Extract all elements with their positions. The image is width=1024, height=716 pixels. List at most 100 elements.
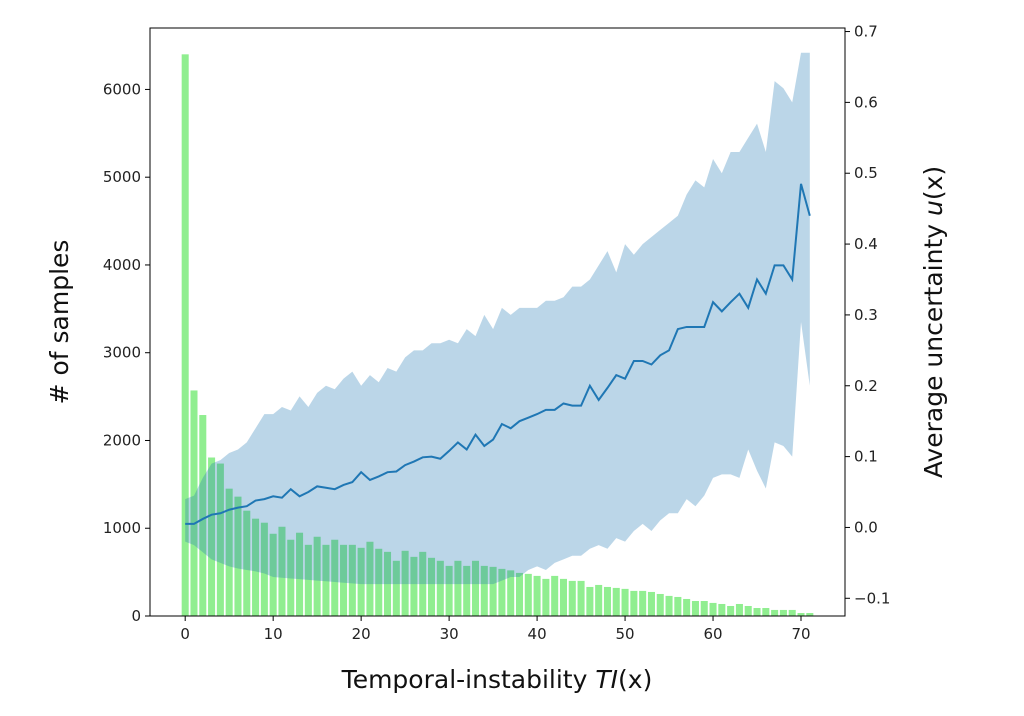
bar (806, 613, 814, 616)
y-ticks: 0 1000 2000 3000 4000 5000 6000 (103, 80, 150, 625)
bar (392, 560, 400, 616)
bar (595, 584, 603, 616)
bar (683, 598, 691, 616)
y2-tick-label: 0.2 (854, 377, 878, 395)
bar (771, 609, 779, 616)
bar (375, 548, 383, 616)
x-tick-label: 20 (352, 625, 371, 643)
bar (665, 595, 673, 616)
y2-axis-label: Average uncertainty u(x) (919, 166, 948, 478)
bar (278, 526, 286, 616)
y2-tick-label: −0.1 (854, 589, 890, 607)
bar (700, 600, 708, 616)
bar (419, 551, 427, 616)
y-axis-label: # of samples (45, 240, 74, 405)
y-tick-label: 2000 (103, 431, 141, 449)
uncertainty-band (185, 52, 810, 585)
y-tick-label: 5000 (103, 168, 141, 186)
bar (577, 580, 585, 616)
bar (674, 596, 682, 616)
bar (515, 572, 524, 616)
bar (348, 544, 356, 616)
bar (691, 600, 699, 616)
bar (190, 390, 198, 616)
y2-tick-label: 0.6 (854, 93, 878, 111)
bar (498, 568, 506, 616)
bar (586, 586, 594, 616)
bar (779, 609, 787, 616)
bar (208, 457, 216, 616)
bar (287, 539, 295, 616)
x-tick-label: 0 (180, 625, 190, 643)
x-axis-label: Temporal-instability TI(x) (341, 665, 653, 694)
bar (234, 496, 242, 616)
bar (304, 544, 312, 616)
y2-tick-label: 0.4 (854, 235, 878, 253)
bar (489, 566, 497, 616)
bar (480, 565, 488, 616)
bar (630, 590, 638, 616)
bar (612, 587, 620, 616)
bar (252, 518, 260, 616)
y2-ticks: −0.1 0.0 0.1 0.2 0.3 0.4 0.5 0.6 0.7 (845, 23, 890, 607)
bar (313, 536, 321, 616)
x-tick-label: 40 (528, 625, 547, 643)
y2-tick-label: 0.7 (854, 23, 878, 41)
bar (384, 551, 392, 616)
x-tick-label: 30 (440, 625, 459, 643)
bar (507, 570, 515, 616)
bar (471, 560, 480, 616)
bar (639, 590, 647, 616)
bar (331, 539, 339, 616)
x-tick-label: 60 (703, 625, 722, 643)
bar (533, 575, 541, 616)
bar (260, 522, 268, 616)
bars-series (181, 54, 814, 616)
bar (225, 488, 233, 616)
bar (436, 560, 444, 616)
bar (199, 415, 207, 616)
bar (709, 602, 717, 616)
bar (647, 591, 655, 616)
x-ticks: 0 10 20 30 40 50 60 70 (180, 616, 811, 643)
x-tick-label: 10 (264, 625, 283, 643)
y-tick-label: 3000 (103, 344, 141, 362)
bar (603, 586, 611, 616)
plot-frame (149, 27, 846, 617)
x-tick-label: 70 (791, 625, 810, 643)
y-tick-label: 6000 (103, 80, 141, 98)
bar (269, 533, 277, 616)
bar (216, 463, 224, 616)
bar (551, 575, 559, 616)
bar (340, 544, 348, 616)
bar (718, 603, 726, 616)
bar (322, 544, 330, 616)
y-tick-label: 1000 (103, 519, 141, 537)
bar (428, 557, 436, 616)
bar (621, 588, 629, 616)
y-tick-label: 0 (131, 607, 141, 625)
y2-tick-label: 0.1 (854, 448, 878, 466)
bar (753, 608, 761, 616)
bar (454, 560, 462, 616)
y2-tick-label: 0.0 (854, 518, 878, 536)
y2-tick-label: 0.3 (854, 306, 878, 324)
bar (296, 532, 304, 616)
bar (181, 54, 189, 616)
bar (366, 541, 374, 616)
bar (463, 565, 471, 616)
bar (744, 605, 752, 616)
bar (410, 556, 418, 616)
mean-uncertainty-line (185, 183, 811, 525)
bar (568, 580, 576, 616)
bar (445, 565, 453, 616)
bar (542, 578, 550, 616)
bar (357, 547, 365, 616)
bar (797, 613, 805, 616)
bar (788, 609, 796, 616)
y-tick-label: 4000 (103, 256, 141, 274)
bar (727, 605, 735, 616)
bar (559, 578, 567, 616)
bar (524, 573, 532, 616)
bar (243, 510, 251, 616)
